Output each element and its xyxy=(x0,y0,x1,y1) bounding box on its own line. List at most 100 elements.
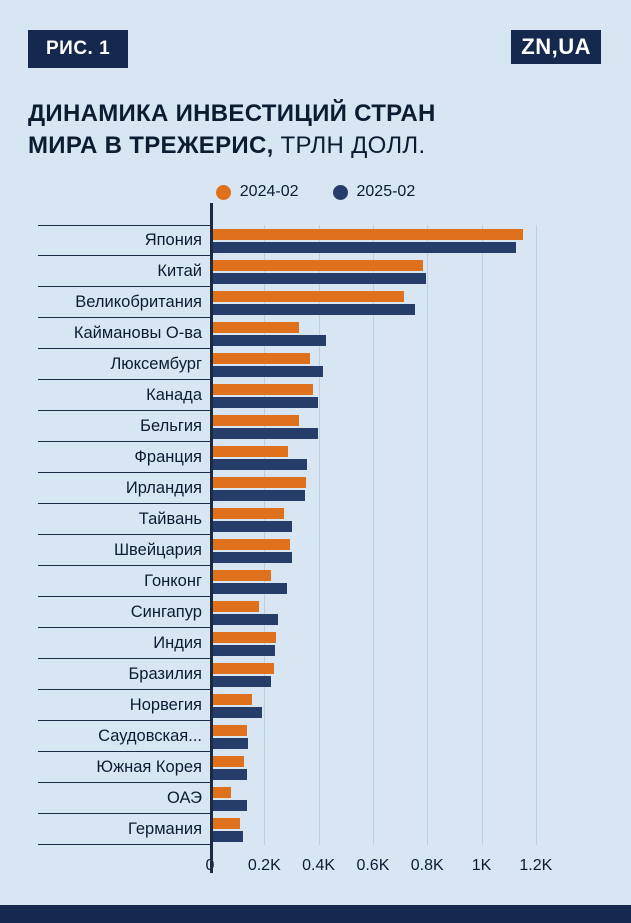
category-label: Великобритания xyxy=(38,287,210,319)
gridline xyxy=(372,225,374,846)
bar-group xyxy=(210,349,601,380)
gridline xyxy=(535,225,537,846)
znua-logo: ZN,UA xyxy=(511,30,601,64)
bar-2025-02 xyxy=(213,489,305,501)
x-tick-label: 1K xyxy=(471,857,492,875)
chart-row: Бразилия xyxy=(38,659,601,691)
legend-item-2024: 2024-02 xyxy=(215,183,299,201)
bar-2024-02 xyxy=(213,352,310,364)
chart-row: ОАЭ xyxy=(38,783,601,815)
bar-group xyxy=(210,256,601,287)
title-line2-regular: ТРЛН ДОЛЛ. xyxy=(273,131,426,159)
bar-2024-02 xyxy=(213,724,247,736)
gridline xyxy=(427,225,429,846)
bar-group xyxy=(210,473,601,504)
chart-row: Норвегия xyxy=(38,690,601,722)
category-label: Люксембург xyxy=(38,349,210,381)
bar-group xyxy=(210,752,601,783)
bar-group xyxy=(210,659,601,690)
bar-2024-02 xyxy=(213,476,306,488)
legend: 2024-02 2025-02 xyxy=(0,183,631,201)
header: РИС. 1 ZN,UA xyxy=(0,0,631,68)
bar-2024-02 xyxy=(213,569,271,581)
bar-2024-02 xyxy=(213,383,313,395)
category-label: Индия xyxy=(38,628,210,660)
bar-2025-02 xyxy=(213,303,416,315)
x-tick-label: 0.4K xyxy=(302,857,336,875)
bar-2024-02 xyxy=(213,755,244,767)
bar-group xyxy=(210,318,601,349)
bar-2025-02 xyxy=(213,706,262,718)
bar-2024-02 xyxy=(213,414,300,426)
category-label: Канада xyxy=(38,380,210,412)
gridline xyxy=(481,225,483,846)
legend-label-2025: 2025-02 xyxy=(356,183,416,201)
x-tick-label: 0.8K xyxy=(410,857,444,875)
chart-row: Сингапур xyxy=(38,597,601,629)
chart-row: Франция xyxy=(38,442,601,474)
chart-row: Саудовская... xyxy=(38,721,601,753)
figure-badge: РИС. 1 xyxy=(28,30,129,68)
chart-row: Каймановы О-ва xyxy=(38,318,601,350)
bar-2024-02 xyxy=(213,321,300,333)
bar-2025-02 xyxy=(213,675,271,687)
legend-dot-2024 xyxy=(215,184,231,200)
chart-title: ДИНАМИКА ИНВЕСТИЦИЙ СТРАН МИРА В ТРЕЖЕРИ… xyxy=(28,98,601,161)
chart-row: Канада xyxy=(38,380,601,412)
category-label: Каймановы О-ва xyxy=(38,318,210,350)
bar-group xyxy=(210,287,601,318)
bar-2024-02 xyxy=(213,662,274,674)
category-label: Бельгия xyxy=(38,411,210,443)
category-label: Ирландия xyxy=(38,473,210,505)
chart-row: Индия xyxy=(38,628,601,660)
bar-2025-02 xyxy=(213,830,243,842)
gridline xyxy=(318,225,320,846)
bar-2025-02 xyxy=(213,799,247,811)
chart-row: Китай xyxy=(38,256,601,288)
chart-row: Южная Корея xyxy=(38,752,601,784)
bar-chart: Япония Китай Великобритания Каймановы О-ва Л… xyxy=(38,203,601,874)
bar-2025-02 xyxy=(213,427,319,439)
x-tick-label: 1.2K xyxy=(519,857,553,875)
bar-group xyxy=(210,442,601,473)
category-label: Южная Корея xyxy=(38,752,210,784)
bar-2024-02 xyxy=(213,259,424,271)
chart-row: Япония xyxy=(38,225,601,257)
bar-2024-02 xyxy=(213,817,240,829)
bar-2025-02 xyxy=(213,737,249,749)
bar-2025-02 xyxy=(213,644,275,656)
y-axis-line xyxy=(210,203,213,874)
bar-group xyxy=(210,566,601,597)
title-line1: ДИНАМИКА ИНВЕСТИЦИЙ СТРАН xyxy=(28,100,436,127)
category-label: Бразилия xyxy=(38,659,210,691)
bar-2024-02 xyxy=(213,600,259,612)
bar-group xyxy=(210,411,601,442)
bar-2025-02 xyxy=(213,551,293,563)
bar-2024-02 xyxy=(213,786,231,798)
chart-row: Великобритания xyxy=(38,287,601,319)
bar-2025-02 xyxy=(213,272,426,284)
chart-row: Гонконг xyxy=(38,566,601,598)
bar-group xyxy=(210,597,601,628)
bar-2024-02 xyxy=(213,507,285,519)
chart-row: Тайвань xyxy=(38,504,601,536)
category-label: Япония xyxy=(38,225,210,257)
chart-row: Бельгия xyxy=(38,411,601,443)
category-label: Саудовская... xyxy=(38,721,210,753)
chart-row: Люксембург xyxy=(38,349,601,381)
footer-strip xyxy=(0,905,631,923)
legend-item-2025: 2025-02 xyxy=(332,183,416,201)
legend-dot-2025 xyxy=(332,184,348,200)
category-label: Китай xyxy=(38,256,210,288)
bar-2025-02 xyxy=(213,334,327,346)
bar-2024-02 xyxy=(213,290,405,302)
title-line2-bold: МИРА В ТРЕЖЕРИС, xyxy=(28,131,274,159)
category-label: Германия xyxy=(38,814,210,846)
bar-2025-02 xyxy=(213,458,308,470)
bar-group xyxy=(210,380,601,411)
gridlines xyxy=(210,225,601,846)
bar-group xyxy=(210,783,601,814)
bar-2025-02 xyxy=(213,768,247,780)
bar-2024-02 xyxy=(213,228,523,240)
